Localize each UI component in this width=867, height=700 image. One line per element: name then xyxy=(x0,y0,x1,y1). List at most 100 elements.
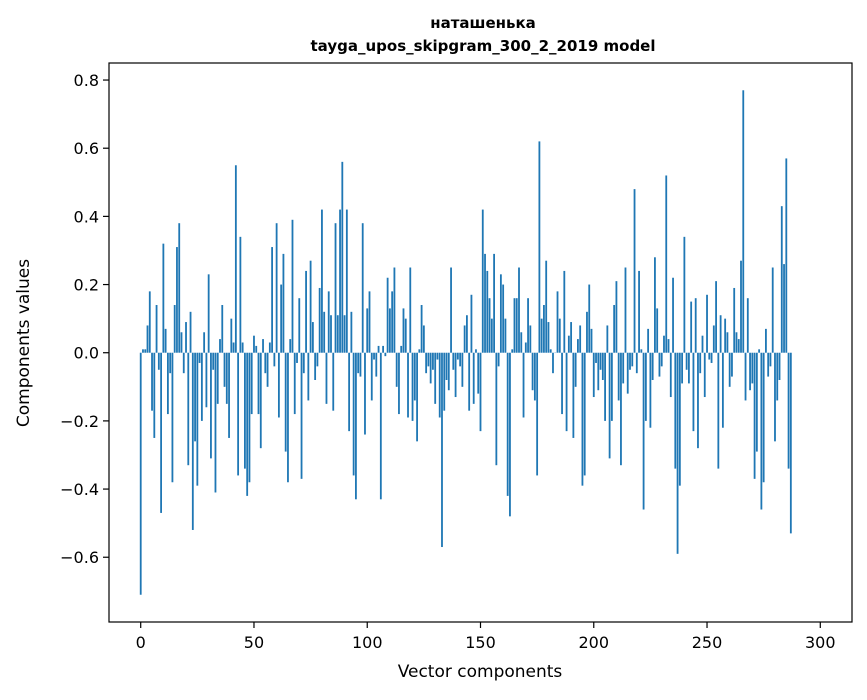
bar-66 xyxy=(289,339,291,353)
bar-108 xyxy=(384,353,386,356)
bar-195 xyxy=(582,353,584,486)
bar-3 xyxy=(147,325,149,352)
bar-262 xyxy=(733,288,735,353)
bar-43 xyxy=(237,353,239,476)
bar-30 xyxy=(208,274,210,352)
y-tick-label: 0.4 xyxy=(74,207,99,226)
bar-76 xyxy=(312,322,314,353)
bar-13 xyxy=(169,353,171,373)
bar-269 xyxy=(749,353,751,390)
bar-155 xyxy=(491,319,493,353)
bar-159 xyxy=(500,274,502,352)
bar-236 xyxy=(674,353,676,469)
bar-276 xyxy=(765,329,767,353)
y-tick-label: 0.8 xyxy=(74,71,99,90)
bar-191 xyxy=(572,353,574,438)
bar-205 xyxy=(604,353,606,421)
bar-20 xyxy=(185,322,187,353)
bar-193 xyxy=(577,339,579,353)
bar-114 xyxy=(398,353,400,414)
bar-50 xyxy=(253,336,255,353)
bar-250 xyxy=(706,295,708,353)
bar-211 xyxy=(618,353,620,401)
bar-140 xyxy=(457,353,459,360)
bar-263 xyxy=(736,332,738,352)
bar-281 xyxy=(776,353,778,401)
bar-188 xyxy=(566,353,568,431)
bar-218 xyxy=(634,189,636,353)
bar-33 xyxy=(215,353,217,493)
bar-248 xyxy=(702,336,704,353)
bar-223 xyxy=(645,353,647,421)
x-tick-label: 50 xyxy=(244,633,264,652)
bar-166 xyxy=(516,298,518,353)
bar-233 xyxy=(668,339,670,353)
bar-226 xyxy=(652,353,654,380)
bar-152 xyxy=(484,254,486,353)
bar-126 xyxy=(425,353,427,373)
bar-273 xyxy=(758,349,760,352)
bar-182 xyxy=(552,353,554,373)
y-axis: −0.6−0.4−0.20.00.20.40.60.8 xyxy=(60,71,109,567)
bar-151 xyxy=(482,210,484,353)
bar-190 xyxy=(570,322,572,353)
bar-17 xyxy=(178,223,180,353)
bar-96 xyxy=(357,353,359,373)
x-tick-label: 200 xyxy=(578,633,609,652)
bar-216 xyxy=(629,353,631,370)
bar-101 xyxy=(369,291,371,352)
bar-19 xyxy=(183,353,185,373)
bar-99 xyxy=(364,353,366,435)
bar-253 xyxy=(713,325,715,352)
bar-192 xyxy=(575,353,577,387)
bar-153 xyxy=(486,271,488,353)
bar-42 xyxy=(235,165,237,352)
bar-105 xyxy=(378,346,380,353)
bar-65 xyxy=(287,353,289,483)
bar-133 xyxy=(441,353,443,547)
bar-77 xyxy=(314,353,316,380)
bar-222 xyxy=(643,353,645,510)
bar-242 xyxy=(688,353,690,384)
bar-259 xyxy=(727,332,729,352)
bar-287 xyxy=(790,353,792,534)
bar-261 xyxy=(731,353,733,377)
bar-58 xyxy=(271,247,273,353)
bar-89 xyxy=(341,162,343,353)
chart-subtitle: tayga_upos_skipgram_300_2_2019 model xyxy=(311,37,656,55)
bar-12 xyxy=(167,353,169,414)
bar-145 xyxy=(468,353,470,411)
bar-112 xyxy=(394,268,396,353)
bar-91 xyxy=(346,210,348,353)
bar-129 xyxy=(432,353,434,370)
bar-102 xyxy=(371,353,373,401)
bar-240 xyxy=(683,237,685,353)
bar-268 xyxy=(747,298,749,353)
x-axis-label: Vector components xyxy=(398,662,563,682)
bar-18 xyxy=(181,332,183,352)
bar-180 xyxy=(548,322,550,353)
bar-26 xyxy=(199,353,201,363)
bar-162 xyxy=(507,353,509,496)
bar-244 xyxy=(693,353,695,431)
bar-245 xyxy=(695,298,697,353)
bar-29 xyxy=(206,353,208,408)
bar-215 xyxy=(627,353,629,394)
bar-256 xyxy=(720,315,722,352)
bar-265 xyxy=(740,261,742,353)
bar-23 xyxy=(192,353,194,530)
bar-184 xyxy=(557,291,559,352)
bar-128 xyxy=(430,353,432,384)
bar-46 xyxy=(244,353,246,469)
bar-62 xyxy=(280,285,282,353)
x-tick-label: 250 xyxy=(692,633,723,652)
bar-220 xyxy=(638,271,640,353)
bar-59 xyxy=(273,353,275,367)
bar-272 xyxy=(756,353,758,452)
bar-119 xyxy=(409,268,411,353)
bar-97 xyxy=(360,353,362,377)
bar-187 xyxy=(563,271,565,353)
bar-110 xyxy=(389,308,391,352)
y-tick-label: 0.6 xyxy=(74,139,99,158)
bar-275 xyxy=(763,353,765,483)
